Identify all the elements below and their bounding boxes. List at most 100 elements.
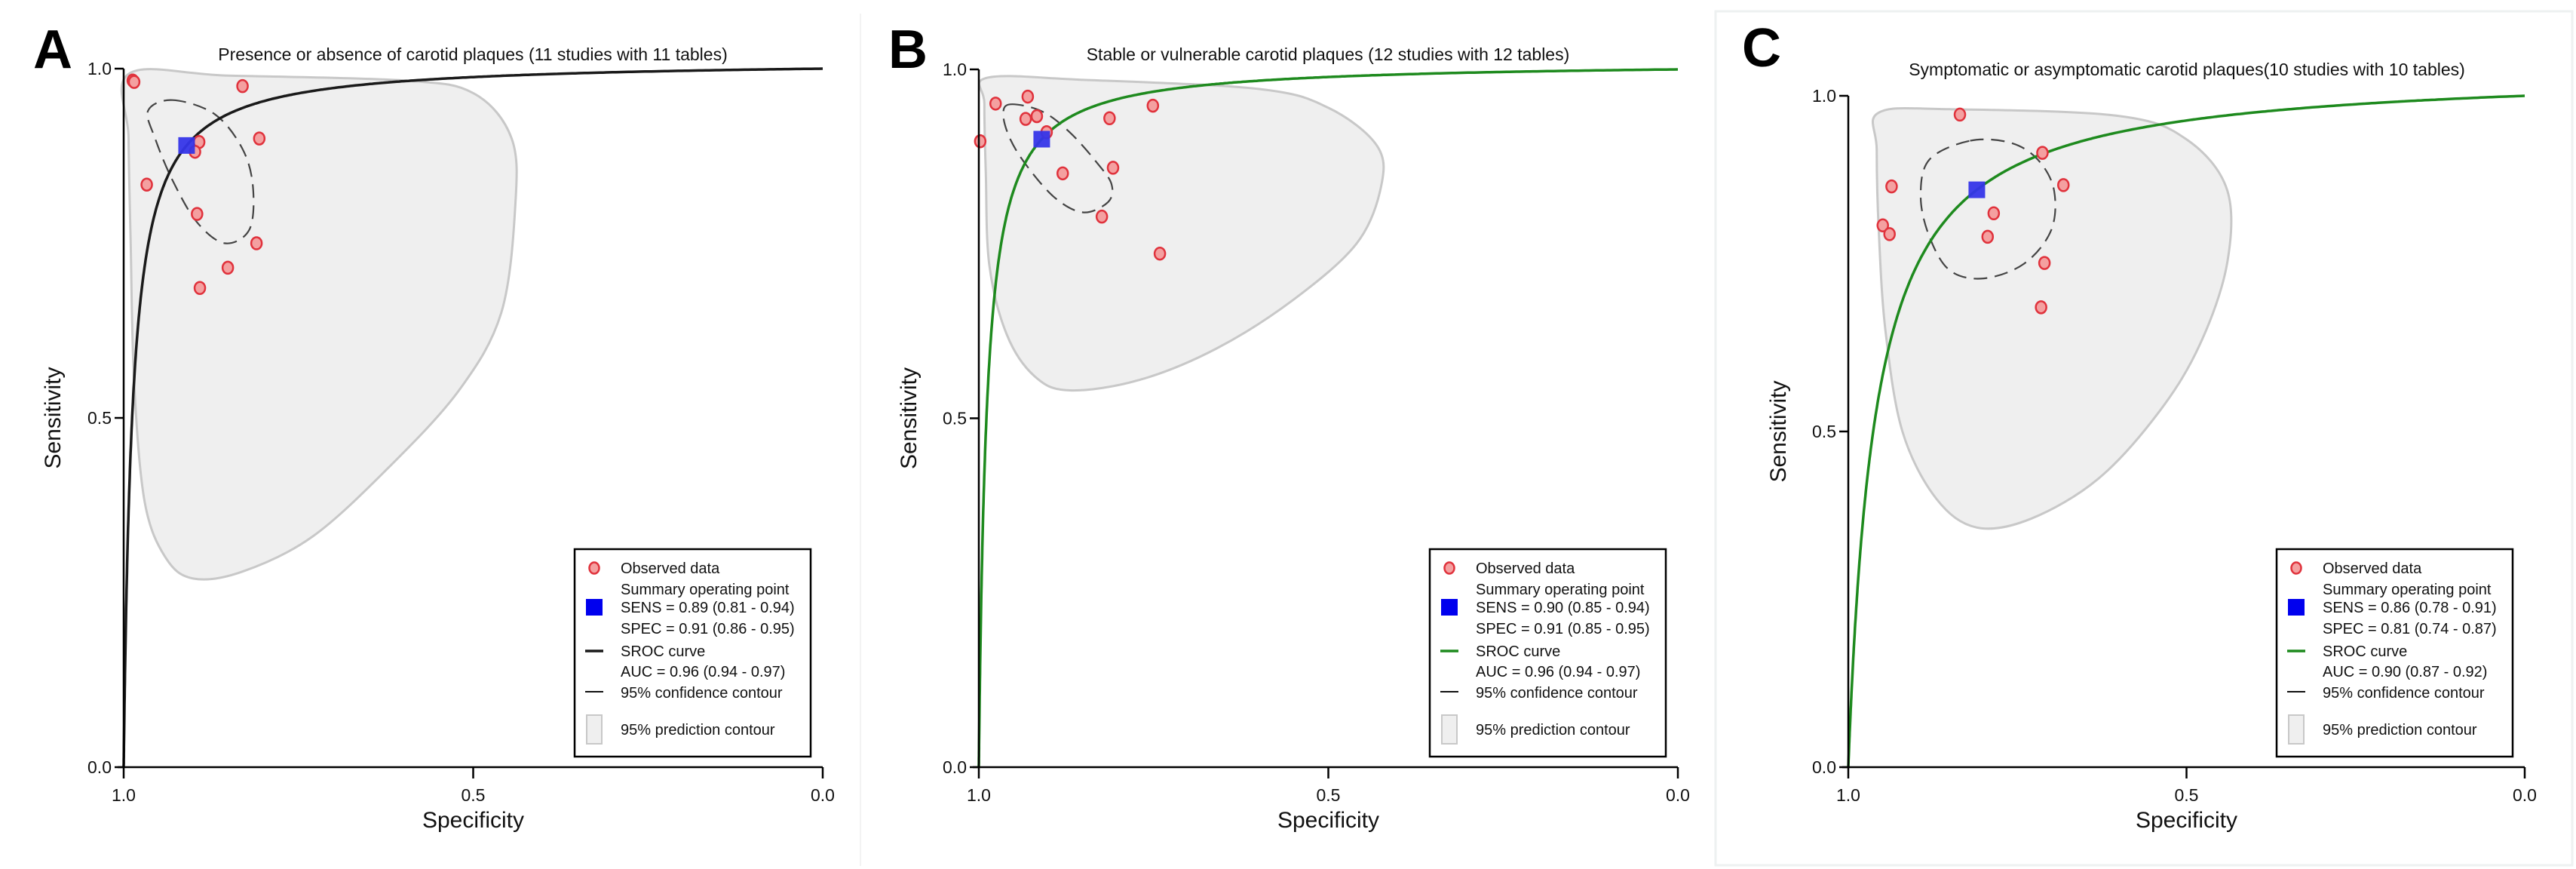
legend: Observed data Summary operating point SENS… [2275, 548, 2514, 758]
legend-spec-label: SPEC = 0.91 (0.85 - 0.95) [1476, 621, 1650, 637]
y-tick-label: 1.0 [87, 59, 112, 78]
observed-point [1876, 218, 1889, 233]
legend-sens-label: SENS = 0.86 (0.78 - 0.91) [2323, 600, 2497, 616]
legend-observed-label: Observed data [621, 560, 720, 577]
observed-point [221, 260, 235, 275]
x-tick-label: 0.5 [462, 785, 486, 805]
legend: Observed data Summary operating point SENS… [573, 548, 812, 758]
legend-summary-label: Summary operating point [621, 582, 790, 598]
legend-auc-label: AUC = 0.90 (0.87 - 0.92) [2323, 664, 2487, 680]
legend-confidence-label: 95% confidence contour [621, 685, 783, 702]
legend-sens-label: SENS = 0.90 (0.85 - 0.94) [1476, 600, 1650, 616]
y-tick-label: 0.5 [87, 408, 112, 428]
panel-c-frame [1714, 10, 2574, 867]
panel-c: C Symptomatic or asymptomatic carotid pla… [1742, 18, 2537, 833]
observed-point [250, 236, 263, 250]
x-axis-label: Specificity [1277, 808, 1379, 833]
legend-observed-icon [1443, 561, 1455, 575]
confidence-contour [1002, 103, 1114, 213]
legend-prediction-icon [1441, 714, 1458, 745]
summary-point [178, 137, 195, 154]
panel-b: B Stable or vulnerable carotid plaques (1… [888, 20, 1690, 833]
x-tick-label: 0.5 [1317, 785, 1341, 805]
legend: Observed data Summary operating point SENS… [1428, 548, 1667, 758]
legend-observed-label: Observed data [1476, 560, 1575, 577]
observed-point [191, 207, 204, 221]
panel-letter: C [1742, 18, 1781, 78]
legend-prediction-label: 95% prediction contour [2323, 722, 2477, 738]
observed-point [1981, 229, 1995, 244]
summary-point [1968, 181, 1986, 198]
observed-point [1883, 227, 1896, 241]
legend-box [573, 548, 812, 758]
summary-point [1033, 131, 1050, 148]
observed-point [1885, 179, 1898, 194]
observed-point [1019, 112, 1032, 126]
prediction-contour [1871, 106, 2233, 530]
panel-title: Stable or vulnerable carotid plaques (12… [1087, 45, 1570, 64]
legend-confidence-label: 95% confidence contour [1476, 685, 1638, 702]
legend-summary-icon [586, 599, 603, 616]
panel-letter: A [33, 20, 72, 80]
sroc-curve [122, 67, 823, 767]
x-tick-label: 1.0 [967, 785, 991, 805]
legend-summary-label: Summary operating point [1476, 582, 1645, 598]
sroc-curve [1847, 94, 2525, 767]
legend-box [1428, 548, 1667, 758]
legend-sroc-label: SROC curve [1476, 643, 1560, 660]
observed-point [974, 134, 987, 149]
legend-confidence-label: 95% confidence contour [2323, 685, 2485, 702]
observed-point [193, 281, 207, 296]
prediction-contour [977, 75, 1385, 392]
observed-point [2035, 300, 2047, 315]
observed-point [1021, 89, 1035, 104]
y-tick-label: 0.0 [87, 757, 112, 777]
observed-point [1953, 107, 1967, 122]
observed-point [1030, 109, 1044, 124]
observed-point [1095, 209, 1109, 224]
legend-sens-label: SENS = 0.89 (0.81 - 0.94) [621, 600, 795, 616]
legend-box [2275, 548, 2514, 758]
x-tick-label: 0.5 [2175, 785, 2199, 805]
legend-sroc-label: SROC curve [621, 643, 705, 660]
observed-point [1056, 166, 1069, 181]
x-tick-label: 1.0 [112, 785, 136, 805]
observed-point [2038, 256, 2051, 270]
observed-point [2056, 178, 2070, 192]
prediction-contour [120, 68, 518, 581]
observed-point [1146, 98, 1160, 113]
observed-point [236, 78, 249, 94]
y-tick-label: 1.0 [943, 60, 967, 79]
x-tick-label: 0.0 [2513, 785, 2537, 805]
x-tick-label: 0.0 [1666, 785, 1690, 805]
panel-title: Symptomatic or asymptomatic carotid plaq… [1909, 60, 2465, 79]
observed-point [989, 97, 1002, 111]
observed-point [1987, 206, 2001, 220]
y-axis-label: Sensitivity [897, 367, 922, 469]
y-tick-label: 0.0 [1812, 757, 1836, 777]
legend-prediction-icon [586, 714, 603, 745]
legend-spec-label: SPEC = 0.81 (0.74 - 0.87) [2323, 621, 2497, 637]
observed-point [127, 75, 141, 89]
confidence-contour [146, 99, 255, 244]
observed-point [1153, 246, 1167, 261]
y-axis-label: Sensitivity [1766, 380, 1791, 482]
y-tick-label: 0.0 [943, 757, 967, 777]
x-axis-label: Specificity [422, 808, 524, 833]
legend-sroc-label: SROC curve [2323, 643, 2407, 660]
legend-prediction-label: 95% prediction contour [1476, 722, 1630, 738]
legend-auc-label: AUC = 0.96 (0.94 - 0.97) [1476, 664, 1640, 680]
legend-spec-label: SPEC = 0.91 (0.86 - 0.95) [621, 621, 795, 637]
y-axis-label: Sensitivity [41, 367, 66, 468]
observed-point [253, 131, 266, 146]
observed-point [1103, 111, 1116, 125]
panel-a: A Presence or absence of carotid plaques … [33, 20, 835, 833]
legend-observed-icon [2290, 561, 2302, 575]
x-tick-label: 1.0 [1836, 785, 1860, 805]
legend-summary-icon [1441, 599, 1458, 616]
legend-auc-label: AUC = 0.96 (0.94 - 0.97) [621, 664, 785, 680]
legend-prediction-icon [2288, 714, 2305, 745]
panel-letter: B [888, 20, 928, 80]
panel-title: Presence or absence of carotid plaques (… [218, 45, 727, 64]
